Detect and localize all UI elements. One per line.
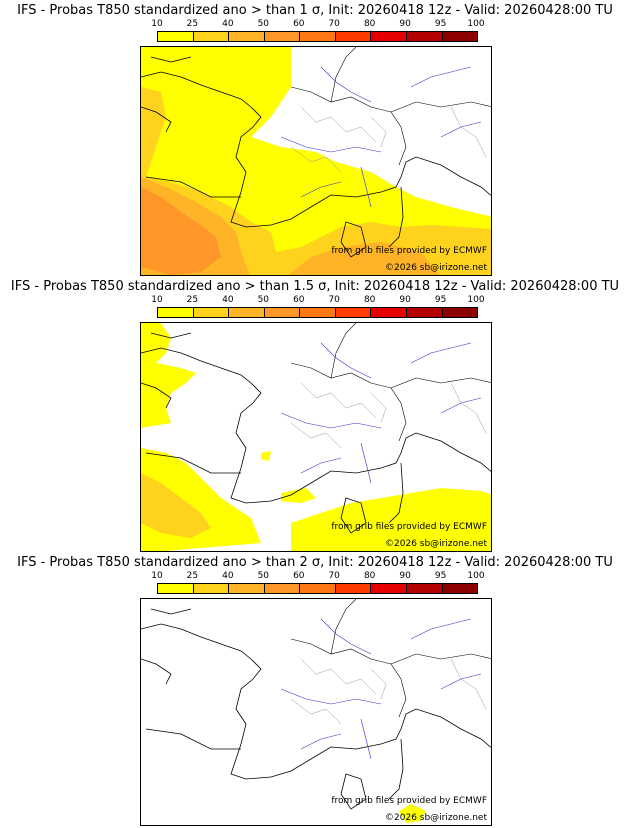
colorbar-swatch (335, 308, 372, 317)
colorbar-swatch (371, 308, 407, 317)
colorbar-tick: 70 (328, 571, 340, 581)
colorbar-swatch (442, 584, 478, 593)
colorbar-tick: 80 (363, 295, 376, 305)
colorbar-tick: 10 (151, 571, 163, 581)
map-panel-2: IFS - Probas T850 standardized ano > tha… (0, 276, 630, 552)
colorbar-tick: 60 (293, 571, 305, 581)
country-borders (290, 323, 491, 442)
admin-borders (290, 106, 487, 173)
colorbar-tick: 100 (467, 571, 485, 581)
colorbar-tick: 70 (328, 295, 340, 305)
colorbar-labels: 10 25 40 50 60 70 80 90 95 100 (151, 19, 484, 31)
colorbar-swatch (335, 584, 372, 593)
source-credit: from grib files provided by ECMWF (331, 522, 487, 532)
colorbar-tick: 50 (257, 19, 270, 29)
colorbar-tick: 90 (399, 571, 411, 581)
colorbar-swatch (229, 32, 265, 41)
admin-borders (290, 658, 487, 725)
map-frame: from grib files provided by ECMWF ©2026 … (140, 322, 492, 552)
colorbar-swatch (335, 32, 372, 41)
colorbar-swatch (300, 584, 336, 593)
colorbar-swatch (300, 32, 336, 41)
colorbar-swatch (442, 32, 478, 41)
colorbar-tick: 95 (434, 19, 447, 29)
country-borders (290, 47, 491, 166)
colorbar-swatch (158, 584, 194, 593)
copyright-credit: ©2026 sb@irizone.net (385, 539, 487, 549)
prob-area-10 (399, 804, 426, 823)
colorbar-swatch (158, 32, 194, 41)
colorbar-labels: 10 25 40 50 60 70 80 90 95 100 (151, 571, 484, 583)
colorbar (157, 583, 478, 594)
colorbar-swatch (442, 308, 478, 317)
colorbar-tick: 40 (222, 19, 234, 29)
colorbar-tick: 40 (222, 295, 234, 305)
colorbar-tick: 70 (328, 19, 340, 29)
colorbar-swatch (406, 584, 443, 593)
map-panel-3: IFS - Probas T850 standardized ano > tha… (0, 552, 630, 828)
map-frame: from grib files provided by ECMWF ©2026 … (140, 46, 492, 276)
colorbar-tick: 100 (467, 19, 485, 29)
colorbar-swatch (229, 308, 265, 317)
colorbar-tick: 50 (257, 571, 270, 581)
panel-title: IFS - Probas T850 standardized ano > tha… (10, 279, 620, 294)
copyright-credit: ©2026 sb@irizone.net (385, 263, 487, 273)
coastline (141, 56, 491, 258)
admin-borders (290, 382, 487, 449)
colorbar-tick: 90 (399, 19, 411, 29)
colorbar-swatch (371, 32, 407, 41)
colorbar-swatch (300, 308, 336, 317)
colorbar-swatch (193, 308, 230, 317)
colorbar-swatch (264, 32, 301, 41)
colorbar-tick: 100 (467, 295, 485, 305)
map-frame: from grib files provided by ECMWF ©2026 … (140, 598, 492, 826)
coastline (141, 332, 491, 534)
prob-area-50 (141, 187, 221, 275)
colorbar-tick: 60 (293, 295, 305, 305)
panel-title: IFS - Probas T850 standardized ano > tha… (17, 555, 613, 570)
colorbar (157, 31, 478, 42)
colorbar-swatch (406, 32, 443, 41)
colorbar-tick: 80 (363, 571, 376, 581)
country-borders (290, 599, 491, 718)
source-credit: from grib files provided by ECMWF (331, 246, 487, 256)
colorbar-tick: 10 (151, 19, 163, 29)
colorbar-tick: 95 (434, 295, 447, 305)
colorbar-tick: 80 (363, 19, 376, 29)
source-credit: from grib files provided by ECMWF (331, 796, 487, 806)
colorbar-tick: 10 (151, 295, 163, 305)
colorbar-swatch (264, 308, 301, 317)
coastline (141, 608, 491, 810)
colorbar-swatch (264, 584, 301, 593)
copyright-credit: ©2026 sb@irizone.net (385, 813, 487, 823)
colorbar-tick: 25 (186, 571, 199, 581)
colorbar-tick: 25 (186, 295, 199, 305)
panel-title: IFS - Probas T850 standardized ano > tha… (17, 3, 613, 18)
colorbar-swatch (406, 308, 443, 317)
rivers (280, 342, 482, 484)
colorbar-swatch (229, 584, 265, 593)
rivers (280, 618, 482, 760)
colorbar-swatch (193, 584, 230, 593)
rivers (280, 66, 482, 208)
colorbar-labels: 10 25 40 50 60 70 80 90 95 100 (151, 295, 484, 307)
colorbar-swatch (193, 32, 230, 41)
colorbar-tick: 95 (434, 571, 447, 581)
colorbar-swatch (371, 584, 407, 593)
map-panel-1: IFS - Probas T850 standardized ano > tha… (0, 0, 630, 276)
colorbar (157, 307, 478, 318)
prob-area-25 (141, 473, 211, 538)
colorbar-tick: 50 (257, 295, 270, 305)
colorbar-tick: 60 (293, 19, 305, 29)
colorbar-tick: 90 (399, 295, 411, 305)
colorbar-swatch (158, 308, 194, 317)
colorbar-tick: 40 (222, 571, 234, 581)
colorbar-tick: 25 (186, 19, 199, 29)
